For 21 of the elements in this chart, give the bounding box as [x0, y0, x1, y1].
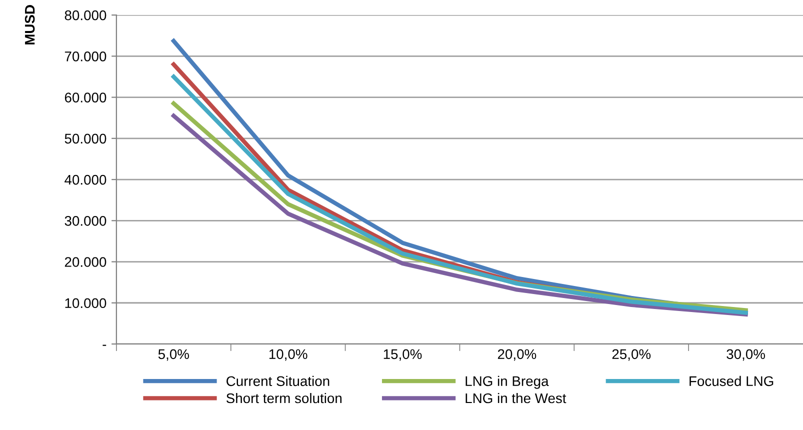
y-tick-label: 40.000 [64, 174, 106, 185]
y-tick-label: 10.000 [65, 298, 106, 308]
y-tick-label: 80.000 [64, 10, 106, 20]
x-tick-label: 20,0% [498, 349, 536, 361]
x-tick-label: 15,0% [384, 349, 422, 361]
x-tick-label: 5,0% [158, 349, 189, 361]
legend-label: Short term solution [226, 392, 342, 404]
y-axis-title: MUSD [24, 5, 35, 44]
x-tick-label: 25,0% [612, 349, 651, 361]
y-tick-label: 30.000 [64, 216, 106, 226]
y-tick-label: - [102, 344, 106, 346]
y-tick-label: 50.000 [64, 134, 106, 144]
legend-label: Current Situation [226, 376, 330, 386]
y-tick-label: 60.000 [64, 92, 106, 102]
legend-label: LNG in the West [466, 392, 566, 404]
x-tick-label: 10,0% [269, 349, 308, 361]
legend-label: Focused LNG [690, 376, 774, 386]
y-tick-label: 20.000 [64, 257, 106, 267]
legend-label: LNG in Brega [466, 376, 549, 389]
y-tick-label: 70.000 [64, 52, 106, 62]
x-tick-label: 30,0% [726, 349, 765, 361]
